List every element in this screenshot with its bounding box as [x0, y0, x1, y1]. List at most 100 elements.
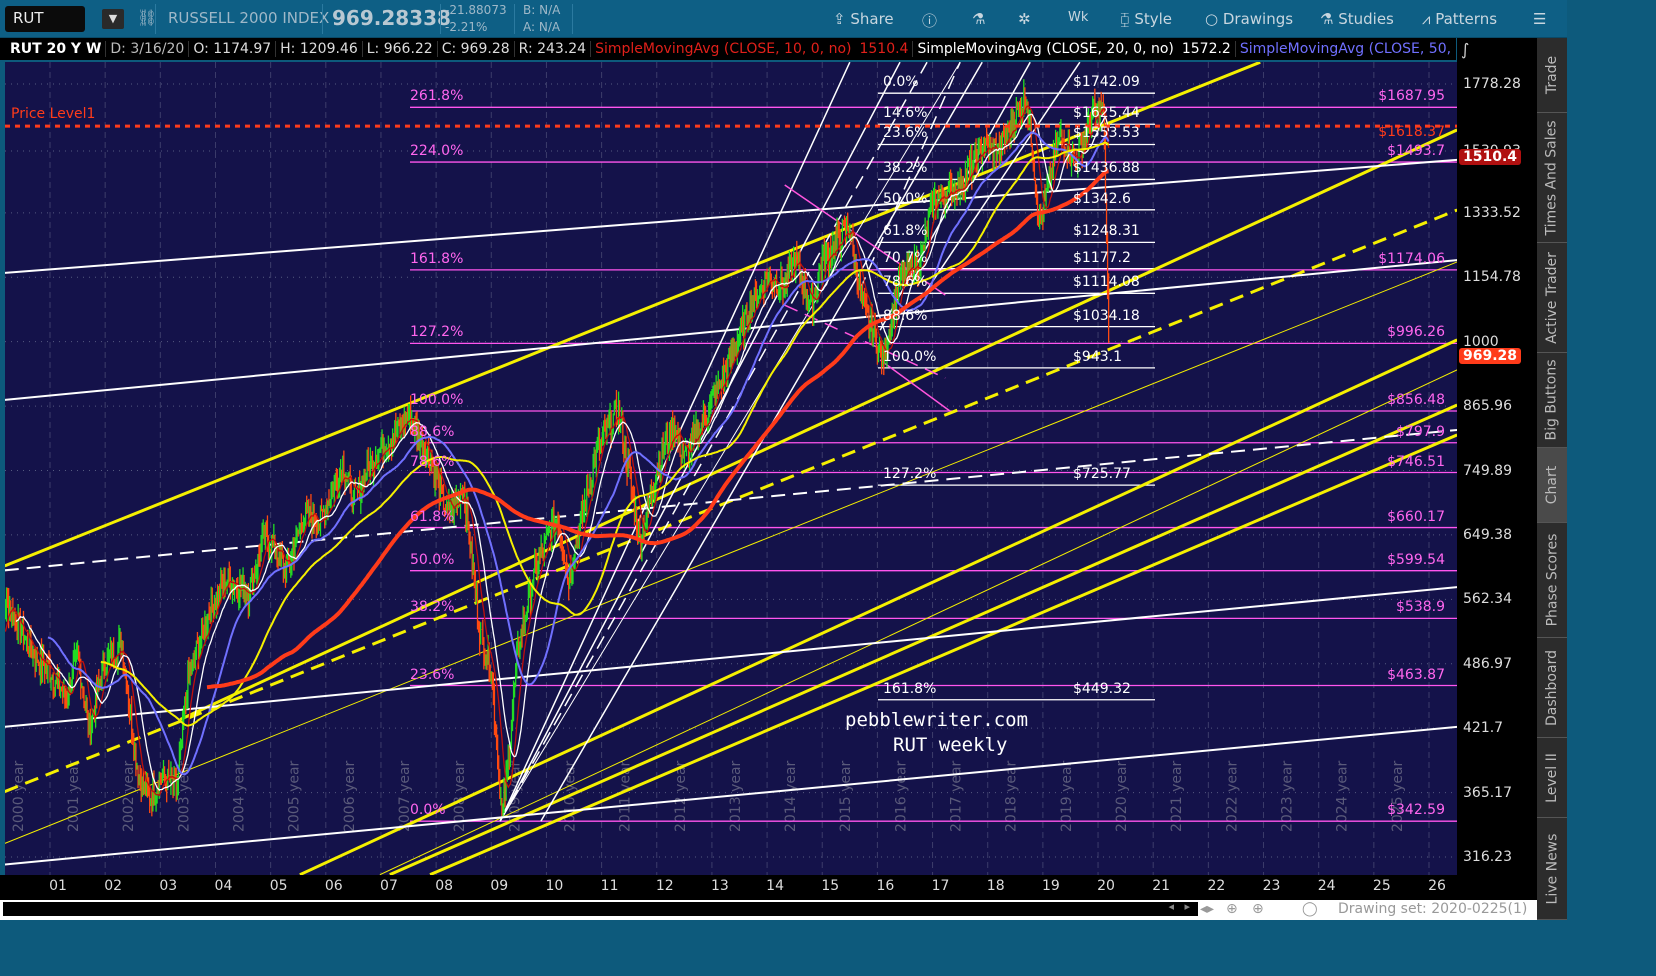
year-label: 2017 year — [949, 760, 965, 832]
sidebar-tab-label: Times And Sales — [1544, 119, 1560, 236]
year-label: 2007 year — [397, 760, 413, 832]
time-axis-label: 20 — [1097, 878, 1115, 894]
sidebar-tab-chart[interactable]: Chart — [1537, 448, 1567, 523]
time-axis[interactable]: 01 02 03 04 05 06 07 08 09 10 11 12 13 14 15 16 17 18 19 20… — [0, 875, 1457, 900]
ask: A: N/A — [523, 20, 561, 34]
net-change: -21.88073 — [445, 3, 507, 17]
settings-button[interactable]: ✲ — [1018, 10, 1031, 28]
fib-retracement-price: $1553.53 — [1073, 125, 1140, 142]
price-level-label[interactable]: Price Level1 — [11, 106, 96, 123]
fib-retracement-pct: 88.6% — [883, 307, 928, 324]
circle-icon: ○ — [1205, 10, 1223, 28]
time-axis-label: 15 — [821, 878, 840, 894]
menu-button[interactable]: ☰ — [1533, 10, 1546, 28]
fib-extension-price: $538.9 — [1396, 599, 1445, 616]
trendline — [879, 359, 951, 412]
trendline — [5, 725, 1457, 866]
fib-extension-pct: 78.6% — [410, 453, 455, 470]
fib-retracement-price: $1625.44 — [1073, 105, 1140, 122]
link-icon[interactable]: ⛓ — [137, 8, 158, 27]
sidebar-tab-dashboard[interactable]: Dashboard — [1537, 638, 1567, 738]
fib-retracement-pct: 0.0% — [883, 74, 919, 91]
fib-extension-pct: 23.6% — [410, 666, 455, 683]
style-button[interactable]: ⧮ Style — [1120, 10, 1172, 28]
time-axis-label: 18 — [986, 878, 1005, 894]
fib-extension-price: $599.54 — [1387, 551, 1445, 568]
sma50-label[interactable]: SimpleMovingAvg (CLOSE, 50, 0,... — [1235, 41, 1456, 57]
timeframe-button[interactable]: Wk — [1068, 10, 1089, 25]
price-axis-label: 365.17 — [1463, 784, 1512, 801]
price-axis-label: 421.7 — [1463, 720, 1504, 737]
fib-retracement-pct: 50.0% — [883, 190, 928, 207]
patterns-button[interactable]: ⩘ Patterns — [1422, 10, 1497, 28]
last-price: 969.28338 — [332, 6, 451, 30]
time-axis-label: 26 — [1428, 878, 1446, 894]
auto-scale-icon[interactable]: ∫ — [1461, 40, 1470, 59]
time-axis-label: 16 — [876, 878, 895, 894]
price-level-price: $1618.37 — [1378, 124, 1445, 141]
sma10-value: 1510.4 — [855, 41, 914, 57]
fib-retracement-pct: 161.8% — [883, 680, 937, 697]
fib-retracement-pct: 127.2% — [883, 466, 937, 483]
sidebar-tab-phase-scores[interactable]: Phase Scores — [1537, 523, 1567, 638]
drawings-label: Drawings — [1222, 10, 1294, 28]
price-axis-label: 749.89 — [1463, 462, 1512, 479]
scroll-left-icon[interactable]: ◂ — [1168, 900, 1174, 913]
sma20-label[interactable]: SimpleMovingAvg (CLOSE, 20, 0, no) — [917, 41, 1174, 57]
flask-button[interactable]: ⚗ — [972, 10, 985, 28]
trendline — [5, 259, 1457, 401]
fib-retracement-price: $1248.31 — [1073, 223, 1140, 240]
studies-label: Studies — [1338, 10, 1394, 28]
sidebar-tab-level-ii[interactable]: Level II — [1537, 738, 1567, 818]
drawing-set-icon[interactable]: ◯ — [1302, 901, 1318, 917]
chart-canvas: 2000 year 2001 year 2002 year 2003 year 2004… — [5, 62, 1457, 875]
fib-retracement-price: $943.1 — [1073, 348, 1122, 365]
drawing-set-label[interactable]: Drawing set: 2020-0225(1) — [1338, 901, 1528, 917]
fib-retracement-pct: 61.8% — [883, 223, 928, 240]
fib-extension-price: $856.48 — [1387, 392, 1445, 409]
sidebar-tab-live-news[interactable]: Live News — [1537, 818, 1567, 920]
sidebar-tab-label: Dashboard — [1544, 649, 1560, 726]
year-label: 2001 year — [66, 760, 82, 832]
drawings-button[interactable]: ○ Drawings — [1205, 10, 1293, 28]
price-axis-label: 865.96 — [1463, 398, 1512, 415]
chart-legend: RUT 20 Y W D: 3/16/20 O: 1174.97 H: 1209.46… — [0, 38, 1456, 60]
fib-extension-price: $996.26 — [1387, 324, 1445, 341]
year-label: 2012 year — [673, 760, 689, 832]
trendline — [499, 62, 928, 822]
price-axis[interactable]: ∫ 1778.281530.931333.521154.781000865.96… — [1457, 38, 1537, 900]
info-button[interactable]: ⓘ — [922, 10, 937, 31]
pan-icon[interactable]: ◂▸ — [1200, 901, 1215, 917]
year-label: 2013 year — [728, 760, 744, 832]
sidebar-tab-trade[interactable]: Trade — [1537, 38, 1567, 113]
share-button[interactable]: ⇪ Share — [833, 10, 894, 28]
fib-extension-pct: 61.8% — [410, 508, 455, 525]
fib-retracement-pct: 38.2% — [883, 160, 928, 177]
sidebar-tab-label: Live News — [1544, 833, 1560, 904]
fib-retracement-price: $1114.08 — [1073, 274, 1140, 291]
fib-extension-pct: 161.8% — [410, 250, 464, 267]
trendline — [5, 261, 1457, 844]
price-chart[interactable]: 2000 year 2001 year 2002 year 2003 year 2004… — [5, 62, 1457, 875]
sidebar-tab-times-and-sales[interactable]: Times And Sales — [1537, 113, 1567, 243]
bid: B: N/A — [523, 3, 561, 17]
time-axis-label: 01 — [49, 878, 67, 894]
year-label: 2008 year — [452, 760, 468, 832]
zoom-icon[interactable]: ⊕ — [1252, 901, 1264, 917]
price-axis-label: 649.38 — [1463, 526, 1512, 543]
legend-range: R: 243.24 — [514, 41, 592, 57]
price-axis-label: 316.23 — [1463, 849, 1512, 866]
year-label: 2015 year — [838, 760, 854, 832]
scroll-right-icon[interactable]: ▸ — [1184, 900, 1190, 913]
year-label: 2020 year — [1114, 760, 1130, 832]
fib-extension-price: $463.87 — [1387, 666, 1445, 683]
horizontal-scrollbar[interactable]: ◂ ▸ — [3, 900, 1198, 916]
studies-button[interactable]: ⚗ Studies — [1320, 10, 1394, 28]
sma10-label[interactable]: SimpleMovingAvg (CLOSE, 10, 0, no) — [595, 41, 852, 57]
symbol-input[interactable]: RUT — [5, 6, 85, 32]
sidebar-tab-big-buttons[interactable]: Big Buttons — [1537, 353, 1567, 448]
symbol-dropdown-button[interactable]: ▼ — [102, 9, 124, 29]
crosshair-icon[interactable]: ⊕ — [1226, 901, 1238, 917]
trendline — [389, 403, 1457, 875]
sidebar-tab-active-trader[interactable]: Active Trader — [1537, 243, 1567, 353]
